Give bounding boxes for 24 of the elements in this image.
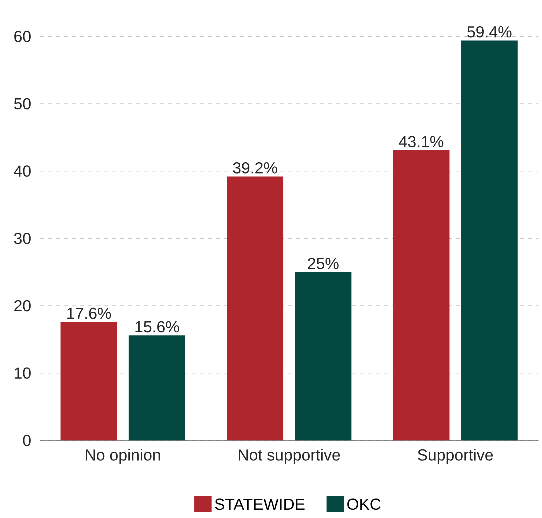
bar — [393, 150, 450, 441]
y-tick-label: 40 — [14, 166, 31, 177]
data-label: 43.1% — [399, 136, 444, 148]
x-tick-label: No opinion — [86, 449, 160, 464]
legend-label: OKC — [348, 498, 381, 510]
x-tick-label: Not supportive — [239, 449, 340, 464]
data-label: 59.4% — [468, 26, 512, 38]
bar — [60, 322, 118, 441]
data-label: 25% — [308, 258, 339, 270]
y-tick-label: 30 — [14, 233, 31, 244]
y-tick-label: 0 — [23, 435, 31, 446]
legend-label: STATEWIDE — [215, 498, 305, 510]
x-tick-label: Supportive — [418, 449, 494, 464]
y-tick-label: 20 — [14, 300, 31, 312]
y-tick-label: 60 — [14, 31, 31, 42]
bar — [128, 336, 186, 441]
data-label: 17.6% — [68, 308, 112, 320]
bar — [295, 272, 352, 441]
y-tick-label: 50 — [14, 98, 31, 110]
data-label: 15.6% — [136, 321, 180, 333]
bar — [461, 40, 518, 441]
data-label: 39.2% — [233, 162, 278, 174]
bar — [227, 176, 284, 441]
y-tick-label: 10 — [14, 368, 31, 379]
